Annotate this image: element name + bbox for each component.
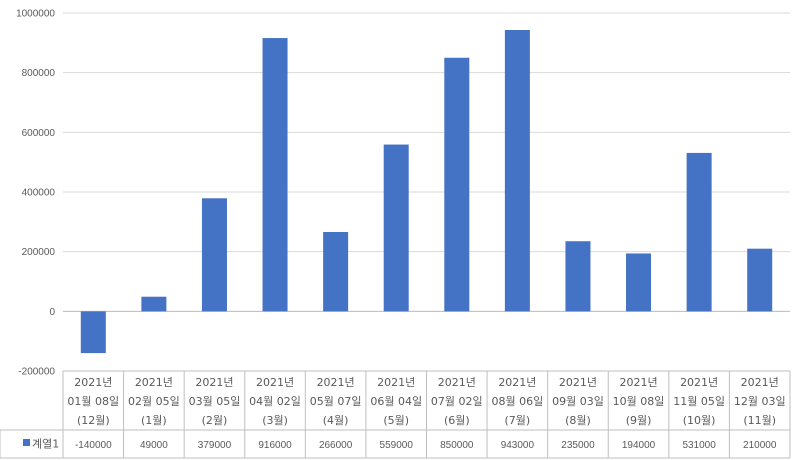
legend-label: 계열1 [32,438,59,451]
y-tick-label: 400000 [22,188,56,199]
y-tick-label: 200000 [22,247,56,258]
bar [444,57,470,312]
category-label: 05월 07일 [310,394,362,408]
category-label: (7월) [505,414,531,427]
category-label: 2021년 [438,376,476,389]
bar [201,198,227,312]
category-label: 2021년 [559,376,597,389]
y-tick-label: 800000 [22,68,56,79]
category-label: 02월 05일 [128,394,180,408]
category-label: (5월) [383,414,409,427]
bar [686,152,712,312]
data-table: 2021년 01월 08일 (12월) 2021년 02월 05일 (1월) 2021년 03… [0,370,791,459]
category-label: 10월 08일 [613,394,665,408]
data-table-value: 379000 [198,440,232,451]
y-tick-label: 0 [49,307,55,318]
category-label: 2021년 [256,376,294,389]
y-tick-label: 600000 [22,128,56,139]
data-table-value: 559000 [380,440,414,451]
category-label: 01월 08일 [67,394,119,408]
category-label: (12월) [77,414,110,427]
category-label: (6월) [444,414,470,427]
category-label: 04월 02일 [249,394,301,408]
y-axis: -200000 0 200000 400000 600000 800000 1000000 [16,9,55,378]
category-label: 2021년 [317,376,355,389]
bar [504,30,530,312]
category-label: 03월 05일 [189,394,241,408]
bar [626,253,652,312]
category-label: 06월 04일 [370,394,422,408]
bar [565,241,591,312]
category-label: 2021년 [619,376,657,389]
bar [383,144,409,312]
data-table-value: -140000 [75,440,112,451]
category-label: (4월) [323,414,349,427]
category-label: (8월) [565,414,591,427]
legend-swatch [23,439,30,446]
data-table-value: 531000 [682,440,716,451]
category-label: 2021년 [741,376,779,389]
bar [747,248,773,312]
category-label: (2월) [202,414,228,427]
category-label: (1월) [141,414,167,427]
category-label: 2021년 [135,376,173,389]
data-table-value: 266000 [319,440,353,451]
category-label: 11월 05일 [673,394,725,408]
category-label: 2021년 [498,376,536,389]
category-label: 2021년 [195,376,233,389]
category-label: 2021년 [74,376,112,389]
category-label: 2021년 [680,376,718,389]
category-label: (10월) [683,414,716,427]
data-table-value: 235000 [561,440,595,451]
bar [80,311,106,354]
bar-series [80,30,773,354]
bar [141,296,167,312]
category-label: 08월 06일 [492,394,544,408]
data-table-value: 943000 [501,440,535,451]
data-table-value: 49000 [140,440,168,451]
data-table-value: 194000 [622,440,656,451]
bar [323,231,349,312]
category-label: (11월) [743,414,776,427]
category-label: 12월 03일 [734,394,786,408]
category-label: 09월 03일 [552,394,604,408]
data-table-value: 850000 [440,440,474,451]
category-label: (9월) [626,414,652,427]
category-label: 07월 02일 [431,394,483,408]
data-table-value: 916000 [258,440,292,451]
category-label: 2021년 [377,376,415,389]
y-tick-label: -200000 [18,367,55,378]
data-table-value: 210000 [743,440,777,451]
category-label: (3월) [262,414,288,427]
gridlines [63,12,790,372]
bar [262,38,288,312]
y-tick-label: 1000000 [16,9,55,20]
